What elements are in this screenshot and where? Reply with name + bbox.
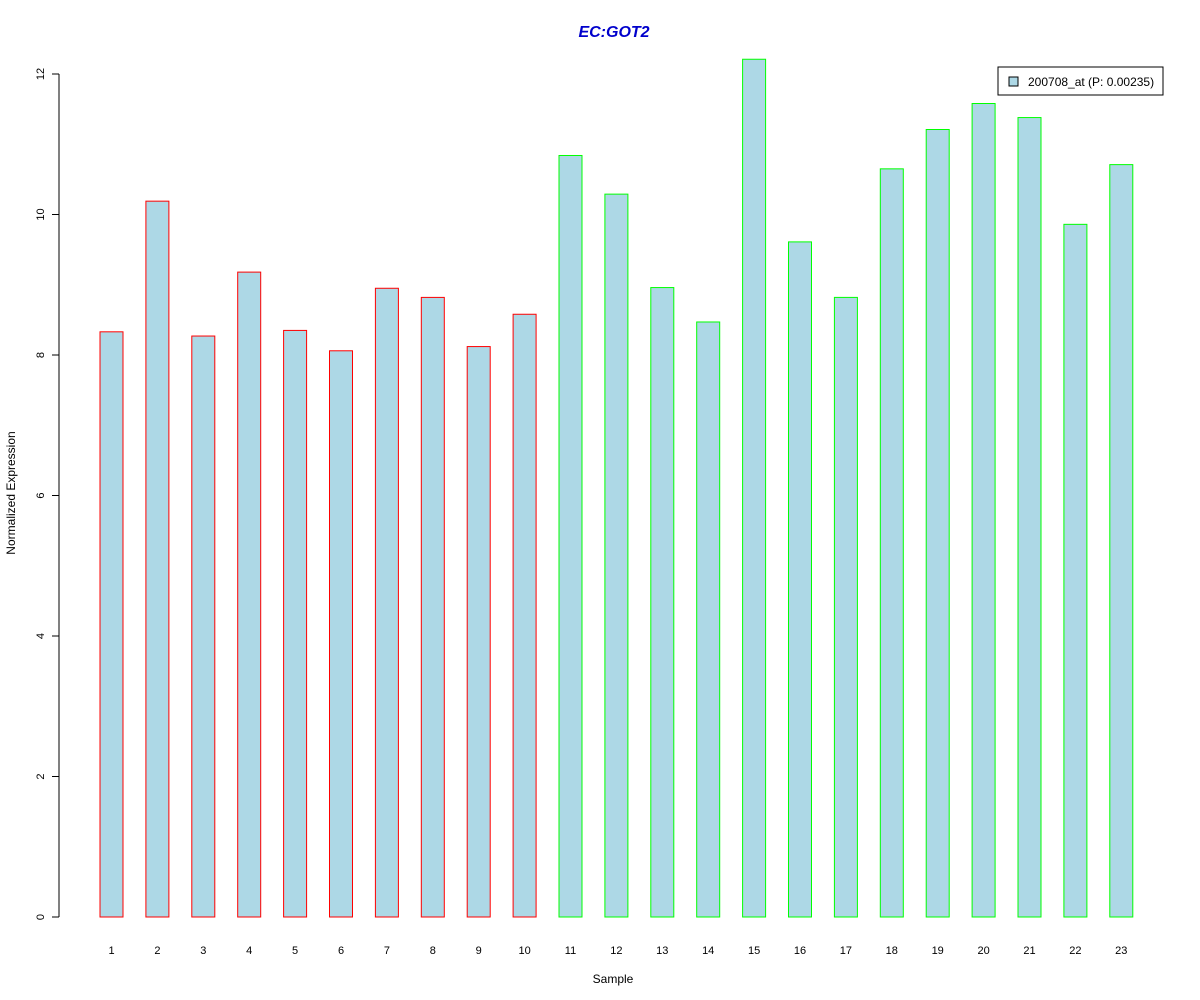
- x-tick-label: 17: [840, 945, 852, 957]
- x-tick-label: 9: [476, 945, 482, 957]
- x-tick-label: 19: [932, 945, 944, 957]
- bar-sample-1: [99, 331, 124, 918]
- x-tick-label: 12: [610, 945, 622, 957]
- legend: 200708_at (P: 0.00235): [997, 66, 1164, 96]
- bar-sample-2: [145, 200, 170, 918]
- bars: [99, 58, 1134, 918]
- bar-sample-10: [512, 313, 537, 918]
- bar-sample-22: [1063, 223, 1088, 918]
- x-tick-label: 16: [794, 945, 806, 957]
- y-tick-label: 6: [35, 492, 47, 498]
- bar-sample-5: [283, 329, 308, 918]
- x-tick-label: 7: [384, 945, 390, 957]
- y-tick-label: 8: [35, 352, 47, 358]
- x-tick-label: 11: [565, 945, 576, 957]
- x-tick-label: 1: [108, 945, 114, 957]
- x-tick-label: 23: [1115, 945, 1127, 957]
- legend-box: [997, 66, 1164, 96]
- x-tick-label: 22: [1069, 945, 1081, 957]
- bar-sample-12: [604, 193, 629, 918]
- x-tick-label: 20: [977, 945, 989, 957]
- bar-sample-23: [1109, 164, 1134, 918]
- x-tick-label: 18: [886, 945, 898, 957]
- y-tick-label: 0: [35, 914, 47, 920]
- bar-sample-6: [329, 350, 353, 918]
- bar-sample-9: [466, 346, 491, 918]
- legend-swatch: [1008, 76, 1019, 87]
- chart-title: EC:GOT2: [578, 24, 649, 41]
- x-tick-label: 3: [200, 945, 206, 957]
- bar-sample-16: [788, 241, 812, 918]
- bar-sample-14: [696, 321, 721, 918]
- bar-sample-15: [742, 58, 767, 918]
- x-tick-label: 15: [748, 945, 760, 957]
- x-tick-label: 6: [338, 945, 344, 957]
- x-tick-label: 21: [1023, 945, 1035, 957]
- bar-sample-11: [558, 154, 583, 918]
- bar-sample-17: [833, 296, 858, 918]
- y-tick-label: 4: [35, 633, 47, 639]
- y-tick-label: 2: [35, 773, 47, 779]
- y-axis: 0 2 4 6 8 10 12: [35, 68, 60, 920]
- x-tick-label: 10: [518, 945, 530, 957]
- bar-sample-4: [237, 271, 262, 918]
- x-tick-label: 8: [430, 945, 436, 957]
- x-tick-label: 2: [154, 945, 160, 957]
- bar-sample-19: [925, 128, 950, 918]
- bar-sample-18: [879, 168, 904, 918]
- x-tick-label: 4: [246, 945, 252, 957]
- x-axis-label: Sample: [593, 972, 634, 986]
- bar-sample-7: [374, 287, 399, 918]
- y-tick-label: 10: [35, 208, 47, 220]
- bar-sample-21: [1017, 117, 1042, 918]
- x-axis-ticks: 1 2 3 4 5 6 7 8 9 10 11 12 13 14 15 16 17 18 19 20 21 22 23: [108, 945, 1127, 957]
- legend-label: 200708_at (P: 0.00235): [1028, 75, 1154, 89]
- y-tick-label: 12: [35, 68, 47, 80]
- bar-sample-13: [650, 287, 675, 918]
- x-tick-label: 14: [702, 945, 714, 957]
- x-tick-label: 13: [656, 945, 668, 957]
- bar-sample-8: [420, 296, 445, 918]
- y-axis-label: Normalized Expression: [4, 431, 18, 554]
- bar-sample-3: [191, 335, 216, 918]
- x-tick-label: 5: [292, 945, 298, 957]
- bar-sample-20: [971, 103, 996, 918]
